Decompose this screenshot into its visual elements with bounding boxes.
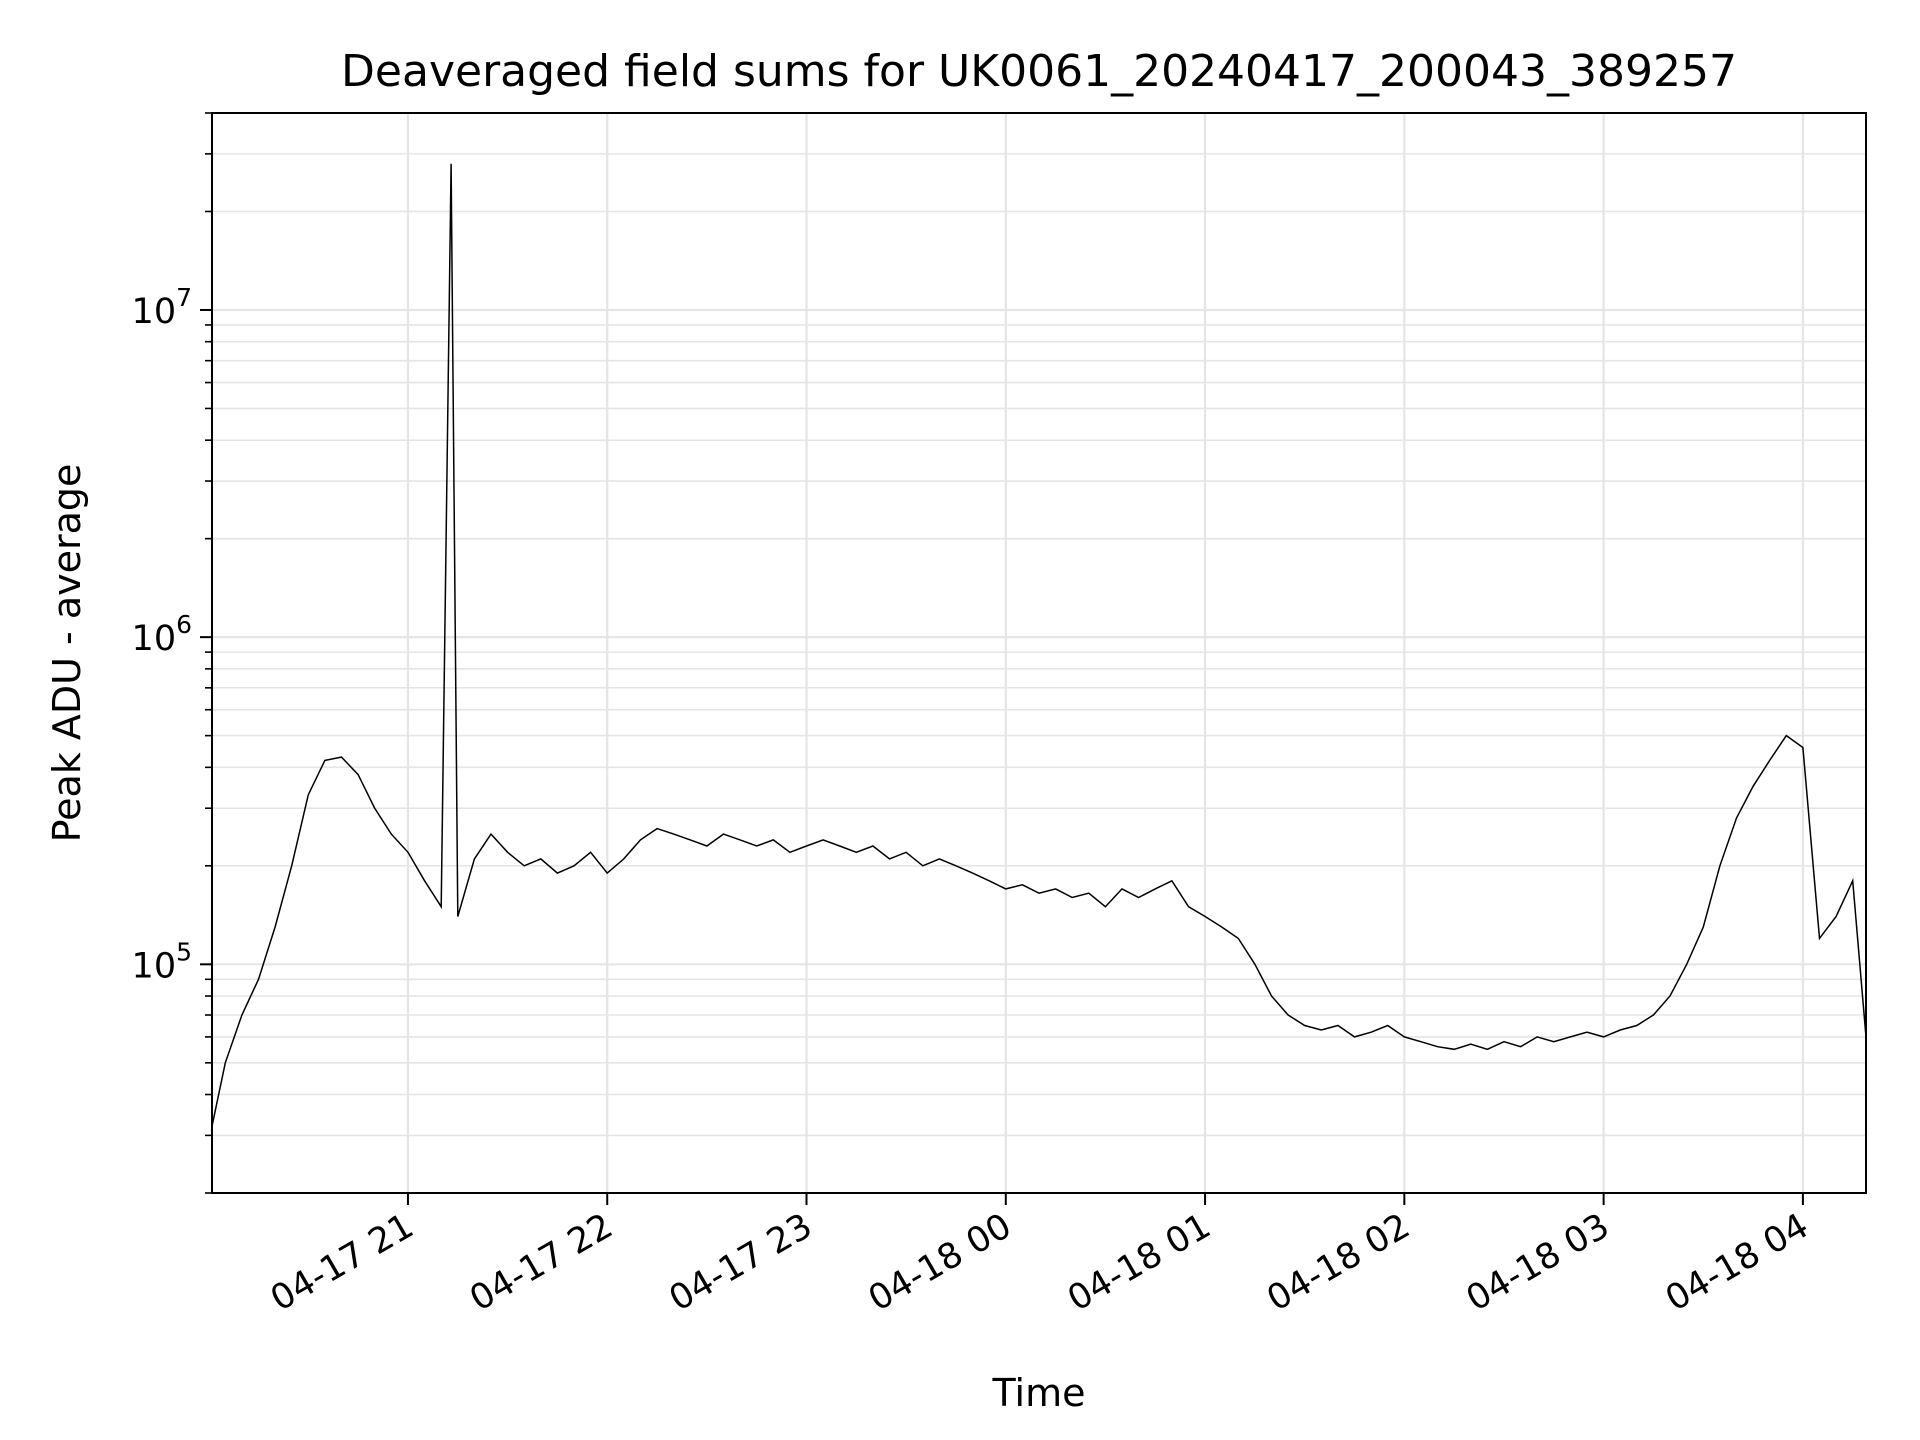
x-axis-label: Time <box>992 1371 1086 1415</box>
y-tick-label: 107 <box>132 283 192 332</box>
plot-frame <box>211 112 1867 1194</box>
plot-area <box>211 163 1867 1127</box>
x-tick-label: 04-17 21 <box>264 1206 420 1319</box>
x-tick-label: 04-18 03 <box>1460 1206 1616 1319</box>
x-tick-label: 04-18 00 <box>862 1206 1018 1319</box>
x-axis: 04-17 21 04-17 22 04-17 23 04-18 00 04-18 01… <box>264 1193 1815 1319</box>
x-tick-label: 04-17 23 <box>663 1206 819 1319</box>
y-tick-label: 106 <box>132 610 192 659</box>
y-tick-label: 105 <box>132 937 192 986</box>
x-tick-label: 04-18 01 <box>1061 1206 1217 1319</box>
chart-title: Deaveraged field sums for UK0061_2024041… <box>341 46 1737 97</box>
series-line <box>211 163 1867 1127</box>
y-axis: 105 106 107 <box>132 112 212 1194</box>
y-axis-label: Peak ADU - average <box>45 464 89 843</box>
x-tick-label: 04-18 02 <box>1261 1206 1417 1319</box>
x-tick-label: 04-17 22 <box>463 1206 619 1319</box>
grid <box>212 112 1866 1194</box>
x-tick-label: 04-18 04 <box>1659 1206 1815 1319</box>
